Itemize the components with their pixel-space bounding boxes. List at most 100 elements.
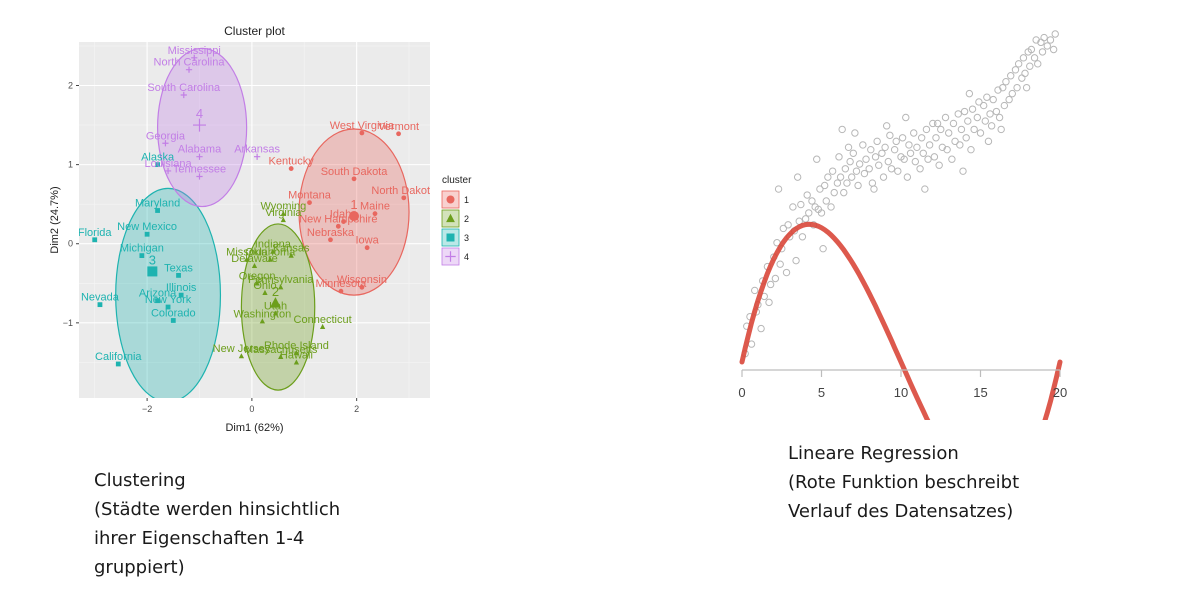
point-label: New Hampshire <box>299 213 377 225</box>
point-label: New York <box>145 294 192 306</box>
chart-title: Cluster plot <box>224 24 285 38</box>
data-point <box>890 145 899 154</box>
data-point <box>949 119 958 128</box>
data-point <box>911 157 920 166</box>
cluster-point <box>176 272 181 278</box>
cluster-point <box>280 210 286 216</box>
data-point <box>956 141 964 149</box>
data-point <box>922 125 931 134</box>
data-point <box>957 125 966 134</box>
legend-marker <box>446 233 455 242</box>
data-point <box>943 145 951 154</box>
caption-regression-line: Lineare Regression <box>788 443 959 464</box>
data-point <box>903 173 912 181</box>
data-point <box>870 185 878 193</box>
y-axis-label: Dim2 (24.7%) <box>49 186 61 253</box>
cluster-point <box>170 318 176 323</box>
data-point <box>979 101 988 110</box>
cluster-point <box>155 298 160 304</box>
y-tick-label: 1 <box>68 160 73 170</box>
cluster-point <box>278 353 284 360</box>
point-label: Illinois <box>166 282 197 294</box>
data-point <box>921 185 929 193</box>
y-tick-label: 0 <box>68 239 73 249</box>
cluster-point <box>396 131 401 137</box>
cluster-point <box>196 153 203 160</box>
point-label: Rhode Island <box>264 340 329 352</box>
data-point <box>929 119 937 128</box>
data-point <box>827 203 835 211</box>
point-label: Hawaii <box>280 349 313 361</box>
data-point <box>941 113 950 122</box>
point-label: Kansas <box>273 243 310 255</box>
legend-marker <box>446 195 455 204</box>
cluster-point <box>359 130 365 136</box>
point-label: Florida <box>78 227 113 239</box>
data-point <box>1049 45 1058 54</box>
data-point <box>878 149 886 157</box>
x-tick-label: 5 <box>818 385 825 400</box>
point-label: Arkansas <box>234 144 280 156</box>
cluster-point <box>253 153 261 160</box>
y-tick-label: 2 <box>68 81 73 91</box>
caption-clustering-line: Clustering <box>94 470 186 491</box>
data-point <box>1013 83 1021 92</box>
data-point <box>932 134 940 142</box>
data-point <box>892 137 900 146</box>
data-point <box>868 179 877 187</box>
cluster-point <box>272 310 279 316</box>
cluster-point <box>278 284 284 290</box>
point-label: Wyoming <box>260 201 306 213</box>
data-point <box>884 157 892 166</box>
point-label: New Mexico <box>117 221 177 233</box>
data-point <box>776 260 784 268</box>
cluster-center <box>147 266 158 277</box>
cluster-point <box>191 54 198 61</box>
point-label: Nebraska <box>307 227 355 239</box>
caption-regression-line: (Rote Funktion beschreibt <box>788 472 1020 493</box>
data-point <box>1005 95 1013 104</box>
data-point <box>833 179 842 187</box>
data-point <box>1026 62 1034 70</box>
data-point <box>964 117 972 125</box>
data-point <box>954 110 962 118</box>
point-label: South Dakota <box>321 166 389 178</box>
point-label: Mississippi <box>168 45 221 57</box>
data-point <box>797 200 805 209</box>
point-label: Vermont <box>378 121 419 133</box>
data-point <box>967 145 975 154</box>
legend-label: 1 <box>464 195 469 205</box>
data-point <box>906 149 915 157</box>
data-point <box>898 134 907 142</box>
data-point <box>784 221 792 229</box>
cluster-point <box>401 195 407 201</box>
data-point <box>968 105 977 113</box>
caption-clustering: Clustering (Städte werden hinsichtlich i… <box>94 466 340 582</box>
data-point <box>808 197 816 205</box>
legend-marker <box>446 213 455 223</box>
data-point <box>987 122 996 130</box>
data-point <box>835 153 843 161</box>
regression-plot: 0 5 10 15 20 <box>738 30 1067 420</box>
legend-label: 4 <box>464 252 469 262</box>
data-point <box>816 185 824 193</box>
cluster-point <box>341 219 346 224</box>
regression-line <box>739 221 1063 420</box>
data-point <box>848 173 856 181</box>
legend-title: cluster <box>442 175 472 186</box>
cluster-ellipse <box>115 187 222 398</box>
plot-panel <box>79 42 430 398</box>
x-tick-label: 0 <box>738 385 745 400</box>
data-point <box>1008 89 1016 98</box>
data-point <box>793 173 802 181</box>
data-point <box>846 157 854 166</box>
cluster-point <box>293 350 300 356</box>
cluster-point <box>196 173 203 180</box>
cluster-point <box>254 280 260 286</box>
point-label: Alabama <box>178 144 222 156</box>
cluster-point <box>307 200 312 205</box>
cluster-point <box>238 353 245 359</box>
data-point <box>782 268 791 277</box>
cluster-point <box>244 256 250 262</box>
data-point <box>820 181 829 190</box>
